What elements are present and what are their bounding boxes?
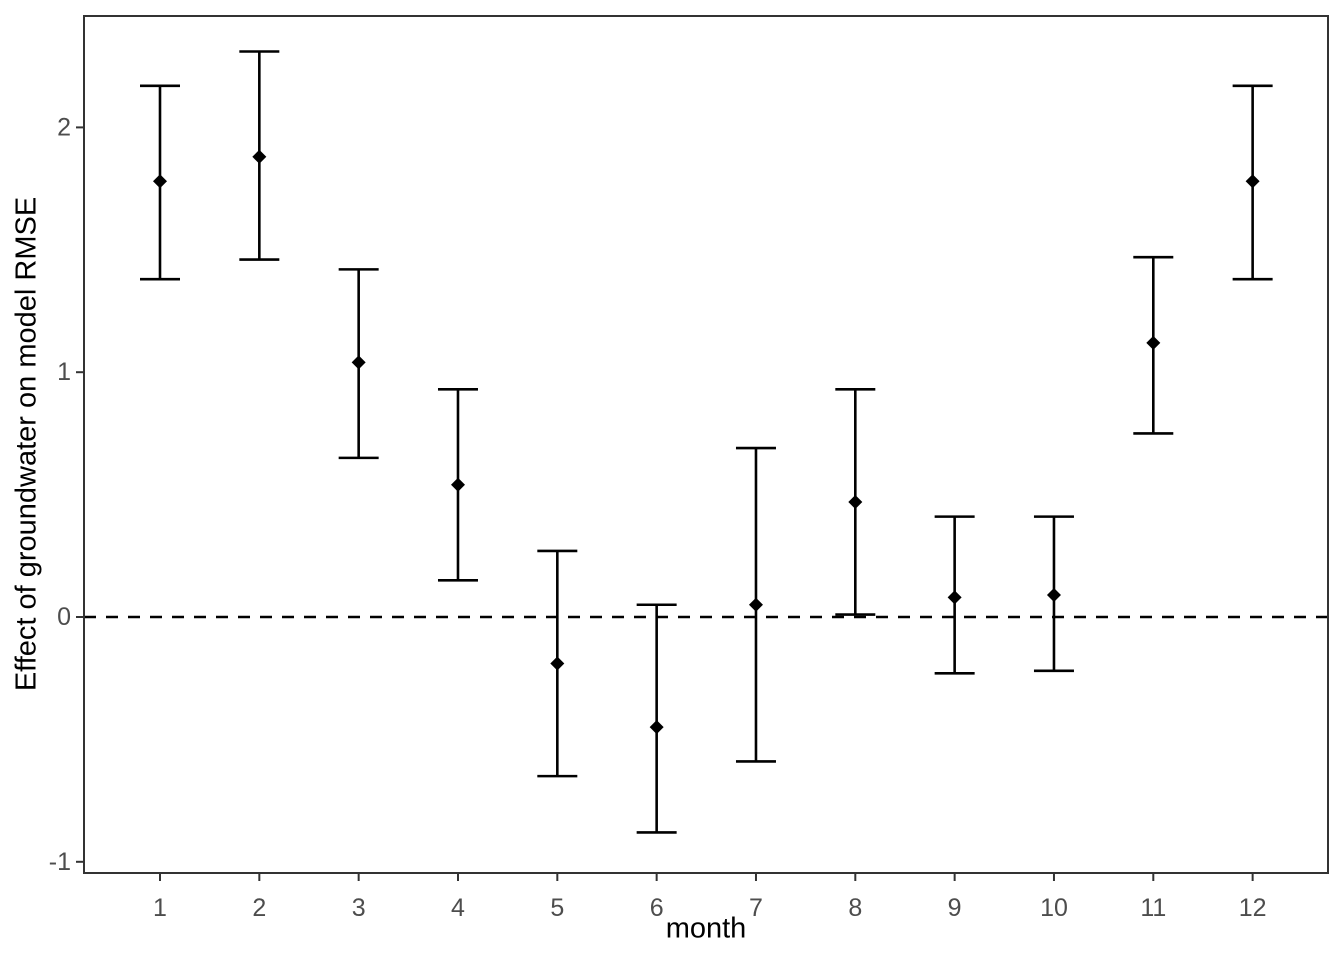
y-tick-label-1: 1 [57,358,71,386]
x-tick-label-month-3: 3 [352,894,366,922]
point-marker-month-8 [848,494,863,509]
point-marker-month-5 [550,656,565,671]
x-tick-label-month-4: 4 [451,894,465,922]
point-marker-month-3 [351,355,366,370]
x-axis-title: month [665,912,747,945]
x-tick-label-month-8: 8 [848,894,862,922]
point-marker-month-4 [450,477,465,492]
y-tick-label-0: 0 [57,603,71,631]
point-marker-month-2 [252,149,267,164]
x-tick-label-month-1: 1 [153,894,167,922]
x-tick-label-month-9: 9 [948,894,962,922]
x-tick-label-month-6: 6 [650,894,664,922]
point-marker-month-7 [748,597,763,612]
point-marker-month-10 [1046,587,1061,602]
x-tick-label-month-12: 12 [1239,894,1267,922]
x-tick-label-month-10: 10 [1040,894,1068,922]
y-tick-label-2: 2 [57,113,71,141]
point-marker-month-1 [153,174,167,189]
plot-panel [84,16,1328,873]
y-axis-title: Effect of groundwater on model RMSE [10,196,43,692]
point-marker-month-12 [1245,174,1260,189]
point-marker-month-6 [649,720,664,735]
x-tick-label-month-5: 5 [550,894,564,922]
y-tick-label--1: -1 [49,848,71,876]
x-tick-label-month-7: 7 [749,894,763,922]
point-marker-month-11 [1146,335,1161,350]
x-tick-label-month-2: 2 [252,894,266,922]
x-tick-label-month-11: 11 [1140,894,1166,922]
point-marker-month-9 [947,590,962,605]
panel-border [83,15,1329,874]
